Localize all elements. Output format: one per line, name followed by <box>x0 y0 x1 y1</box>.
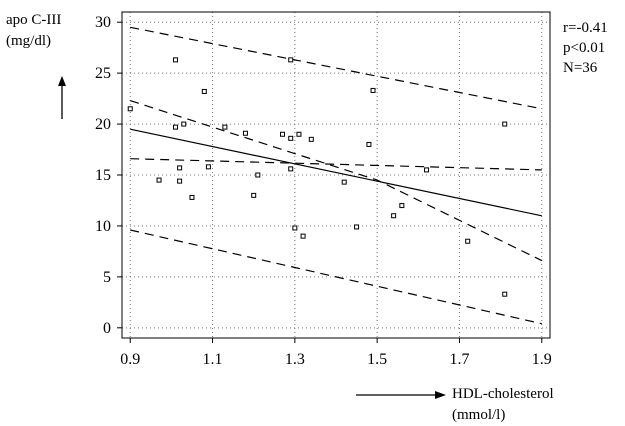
y-axis-label-name: apo C-III <box>6 12 62 28</box>
data-point-16 <box>288 135 294 141</box>
data-point-25 <box>370 87 376 93</box>
data-point-19 <box>296 131 302 137</box>
data-point-10 <box>222 124 228 130</box>
x-tick-label-4: 1.7 <box>449 351 469 368</box>
data-point-8 <box>201 88 207 94</box>
data-point-5 <box>177 178 183 184</box>
y-axis-label-unit: (mg/dl) <box>6 33 51 49</box>
y-tick-label-0: 0 <box>103 320 111 337</box>
data-point-31 <box>502 291 508 297</box>
data-point-3 <box>173 124 178 130</box>
stat-p: p<0.01 <box>563 40 606 56</box>
data-point-27 <box>399 203 405 209</box>
stat-r: r=-0.41 <box>563 20 608 36</box>
axis-arrows <box>58 76 446 399</box>
data-points <box>127 57 508 297</box>
y-tick-label-3: 15 <box>95 167 111 184</box>
data-point-28 <box>424 167 430 173</box>
y-tick-label-4: 20 <box>95 116 111 133</box>
data-point-22 <box>341 179 347 185</box>
data-point-26 <box>391 213 397 219</box>
prediction-band-lower <box>130 229 542 325</box>
data-point-14 <box>280 131 285 137</box>
x-axis-ticks: 0.9 1.1 1.3 1.5 1.7 1.9 <box>120 338 552 368</box>
data-point-20 <box>300 233 306 239</box>
grid-lines <box>122 12 550 338</box>
data-point-4 <box>177 165 183 171</box>
y-tick-label-2: 10 <box>95 218 111 235</box>
y-tick-label-1: 5 <box>103 269 111 286</box>
data-point-1 <box>156 177 162 183</box>
regression-lines <box>130 26 543 325</box>
x-axis-label: HDL-cholesterol (mmol/l) <box>452 384 554 426</box>
x-tick-label-5: 1.9 <box>532 351 552 368</box>
confidence-band-lower <box>130 100 543 262</box>
x-tick-label-0: 0.9 <box>120 351 140 368</box>
data-point-0 <box>127 106 133 112</box>
data-point-29 <box>465 238 471 244</box>
x-tick-label-3: 1.5 <box>367 351 387 368</box>
statistics-box: r=-0.41 p<0.01 N=36 <box>563 18 608 78</box>
stat-n: N=36 <box>563 60 598 76</box>
data-point-13 <box>255 172 261 178</box>
regression-line <box>130 128 542 217</box>
data-point-21 <box>308 136 314 142</box>
data-point-15 <box>288 57 294 63</box>
prediction-band-upper <box>130 26 542 110</box>
x-axis-label-name: HDL-cholesterol <box>452 386 554 402</box>
y-axis-ticks: 0 5 10 15 20 25 30 <box>95 14 122 337</box>
data-point-7 <box>189 194 195 200</box>
data-point-24 <box>366 141 372 147</box>
data-point-17 <box>288 166 294 172</box>
data-point-2 <box>173 57 178 63</box>
data-point-23 <box>354 224 360 230</box>
x-axis-label-unit: (mmol/l) <box>452 407 506 423</box>
x-tick-label-1: 1.1 <box>203 351 223 368</box>
confidence-band-upper <box>130 158 542 171</box>
y-tick-label-5: 25 <box>95 65 111 82</box>
data-point-9 <box>205 164 211 170</box>
y-tick-label-6: 30 <box>95 14 111 31</box>
y-axis-label: apo C-III (mg/dl) <box>6 10 61 52</box>
data-point-30 <box>502 121 508 127</box>
x-axis-arrow-head <box>435 391 446 399</box>
data-point-6 <box>181 121 187 127</box>
x-tick-label-2: 1.3 <box>285 351 305 368</box>
data-point-12 <box>251 192 257 198</box>
y-axis-arrow-head <box>58 76 66 86</box>
data-point-11 <box>242 130 248 136</box>
data-point-18 <box>292 225 298 231</box>
